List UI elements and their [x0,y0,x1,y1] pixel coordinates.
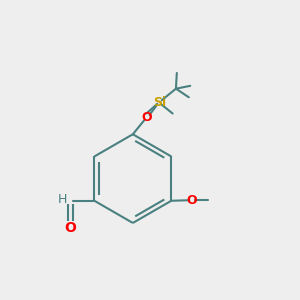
Text: O: O [187,194,197,207]
Text: O: O [64,221,76,235]
Text: H: H [58,194,68,206]
Text: O: O [141,111,152,124]
Text: Si: Si [153,96,166,109]
